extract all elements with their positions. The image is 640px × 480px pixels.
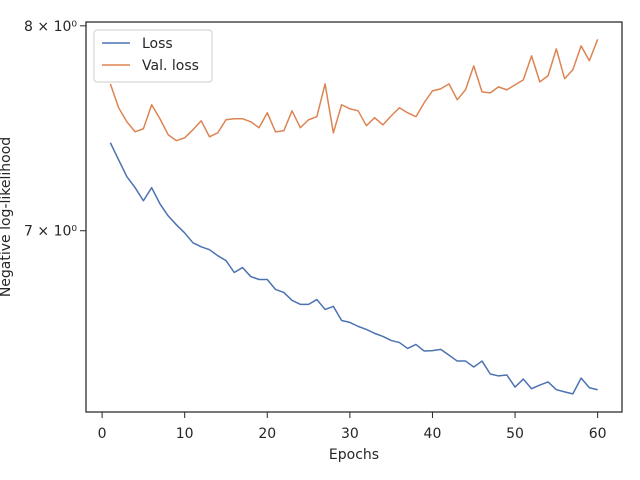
x-axis-label: Epochs	[329, 447, 379, 463]
y-tick-label: 8 × 10⁰	[24, 19, 77, 35]
legend-label: Val. loss	[142, 58, 199, 74]
plot-frame	[85, 21, 623, 413]
x-tick-label: 30	[341, 426, 359, 442]
x-tick-label: 50	[506, 426, 524, 442]
legend-label: Loss	[142, 36, 173, 52]
x-tick-label: 10	[176, 426, 194, 442]
line-series	[109, 39, 599, 142]
x-tick-label: 60	[589, 426, 607, 442]
x-tick-label: 40	[424, 426, 442, 442]
x-tick-label: 20	[258, 426, 276, 442]
y-tick-label: 7 × 10⁰	[24, 224, 77, 240]
x-tick-label: 0	[98, 426, 107, 442]
legend: Loss Val. loss	[93, 29, 213, 83]
y-axis-label: Negative log-likelihood	[0, 137, 14, 297]
line-series	[109, 142, 598, 395]
